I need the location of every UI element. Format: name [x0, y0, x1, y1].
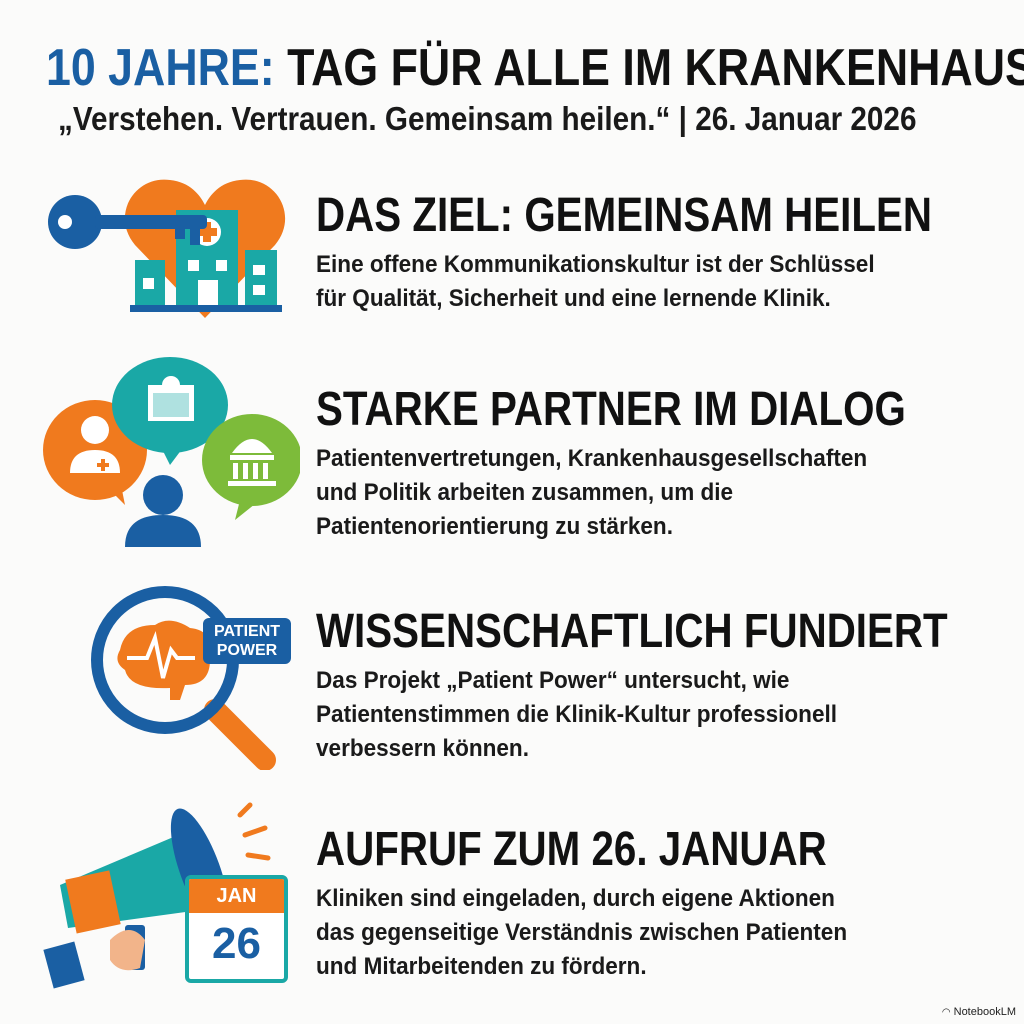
page-title: 10 JAHRE: TAG FÜR ALLE IM KRANKENHAUS: [46, 38, 1024, 98]
section-heading: DAS ZIEL: GEMEINSAM HEILEN: [316, 189, 933, 242]
section-body: Kliniken sind eingeladen, durch eigene A…: [316, 885, 848, 980]
section-heading: WISSENSCHAFTLICH FUNDIERT: [316, 605, 948, 658]
section-heading: STARKE PARTNER IM DIALOG: [316, 383, 906, 436]
magnifier-icon: [91, 586, 276, 771]
section-goal: DAS ZIEL: GEMEINSAM HEILEN Eine offene K…: [316, 190, 1016, 316]
dialogue-bubbles-icon: [43, 357, 300, 547]
section-body: Eine offene Kommunikationskultur ist der…: [316, 251, 875, 312]
brand-label: NotebookLM: [953, 1006, 1016, 1018]
patient-power-badge: PATIENT POWER: [203, 618, 291, 664]
section-body: Patientenvertretungen, Krankenhausgesell…: [316, 445, 868, 540]
section-call: AUFRUF ZUM 26. JANUAR Kliniken sind eing…: [316, 824, 1016, 984]
footer-brand: ◠ NotebookLM: [942, 1006, 1016, 1018]
megaphone-icon: [43, 802, 271, 989]
title-accent: 10 JAHRE:: [46, 39, 275, 97]
heart-hospital-key-icon: [48, 179, 286, 318]
notebooklm-logo-icon: ◠: [941, 1006, 951, 1018]
megaphone-calendar-icon: JAN 26: [40, 800, 300, 990]
calendar-day: 26: [212, 919, 261, 968]
title-rest: TAG FÜR ALLE IM KRANKENHAUS: [274, 39, 1024, 97]
section-heading: AUFRUF ZUM 26. JANUAR: [316, 823, 827, 876]
calendar-icon: JAN 26: [185, 875, 288, 983]
magnifier-brain-icon: PATIENT POWER: [85, 580, 295, 771]
section-science: WISSENSCHAFTLICH FUNDIERT Das Projekt „P…: [316, 606, 1016, 766]
page-subtitle: „Verstehen. Vertrauen. Gemeinsam heilen.…: [58, 100, 917, 137]
section-partners: STARKE PARTNER IM DIALOG Patientenvertre…: [316, 384, 1016, 544]
calendar-month: JAN: [189, 879, 284, 913]
section-body: Das Projekt „Patient Power“ untersucht, …: [316, 667, 838, 762]
